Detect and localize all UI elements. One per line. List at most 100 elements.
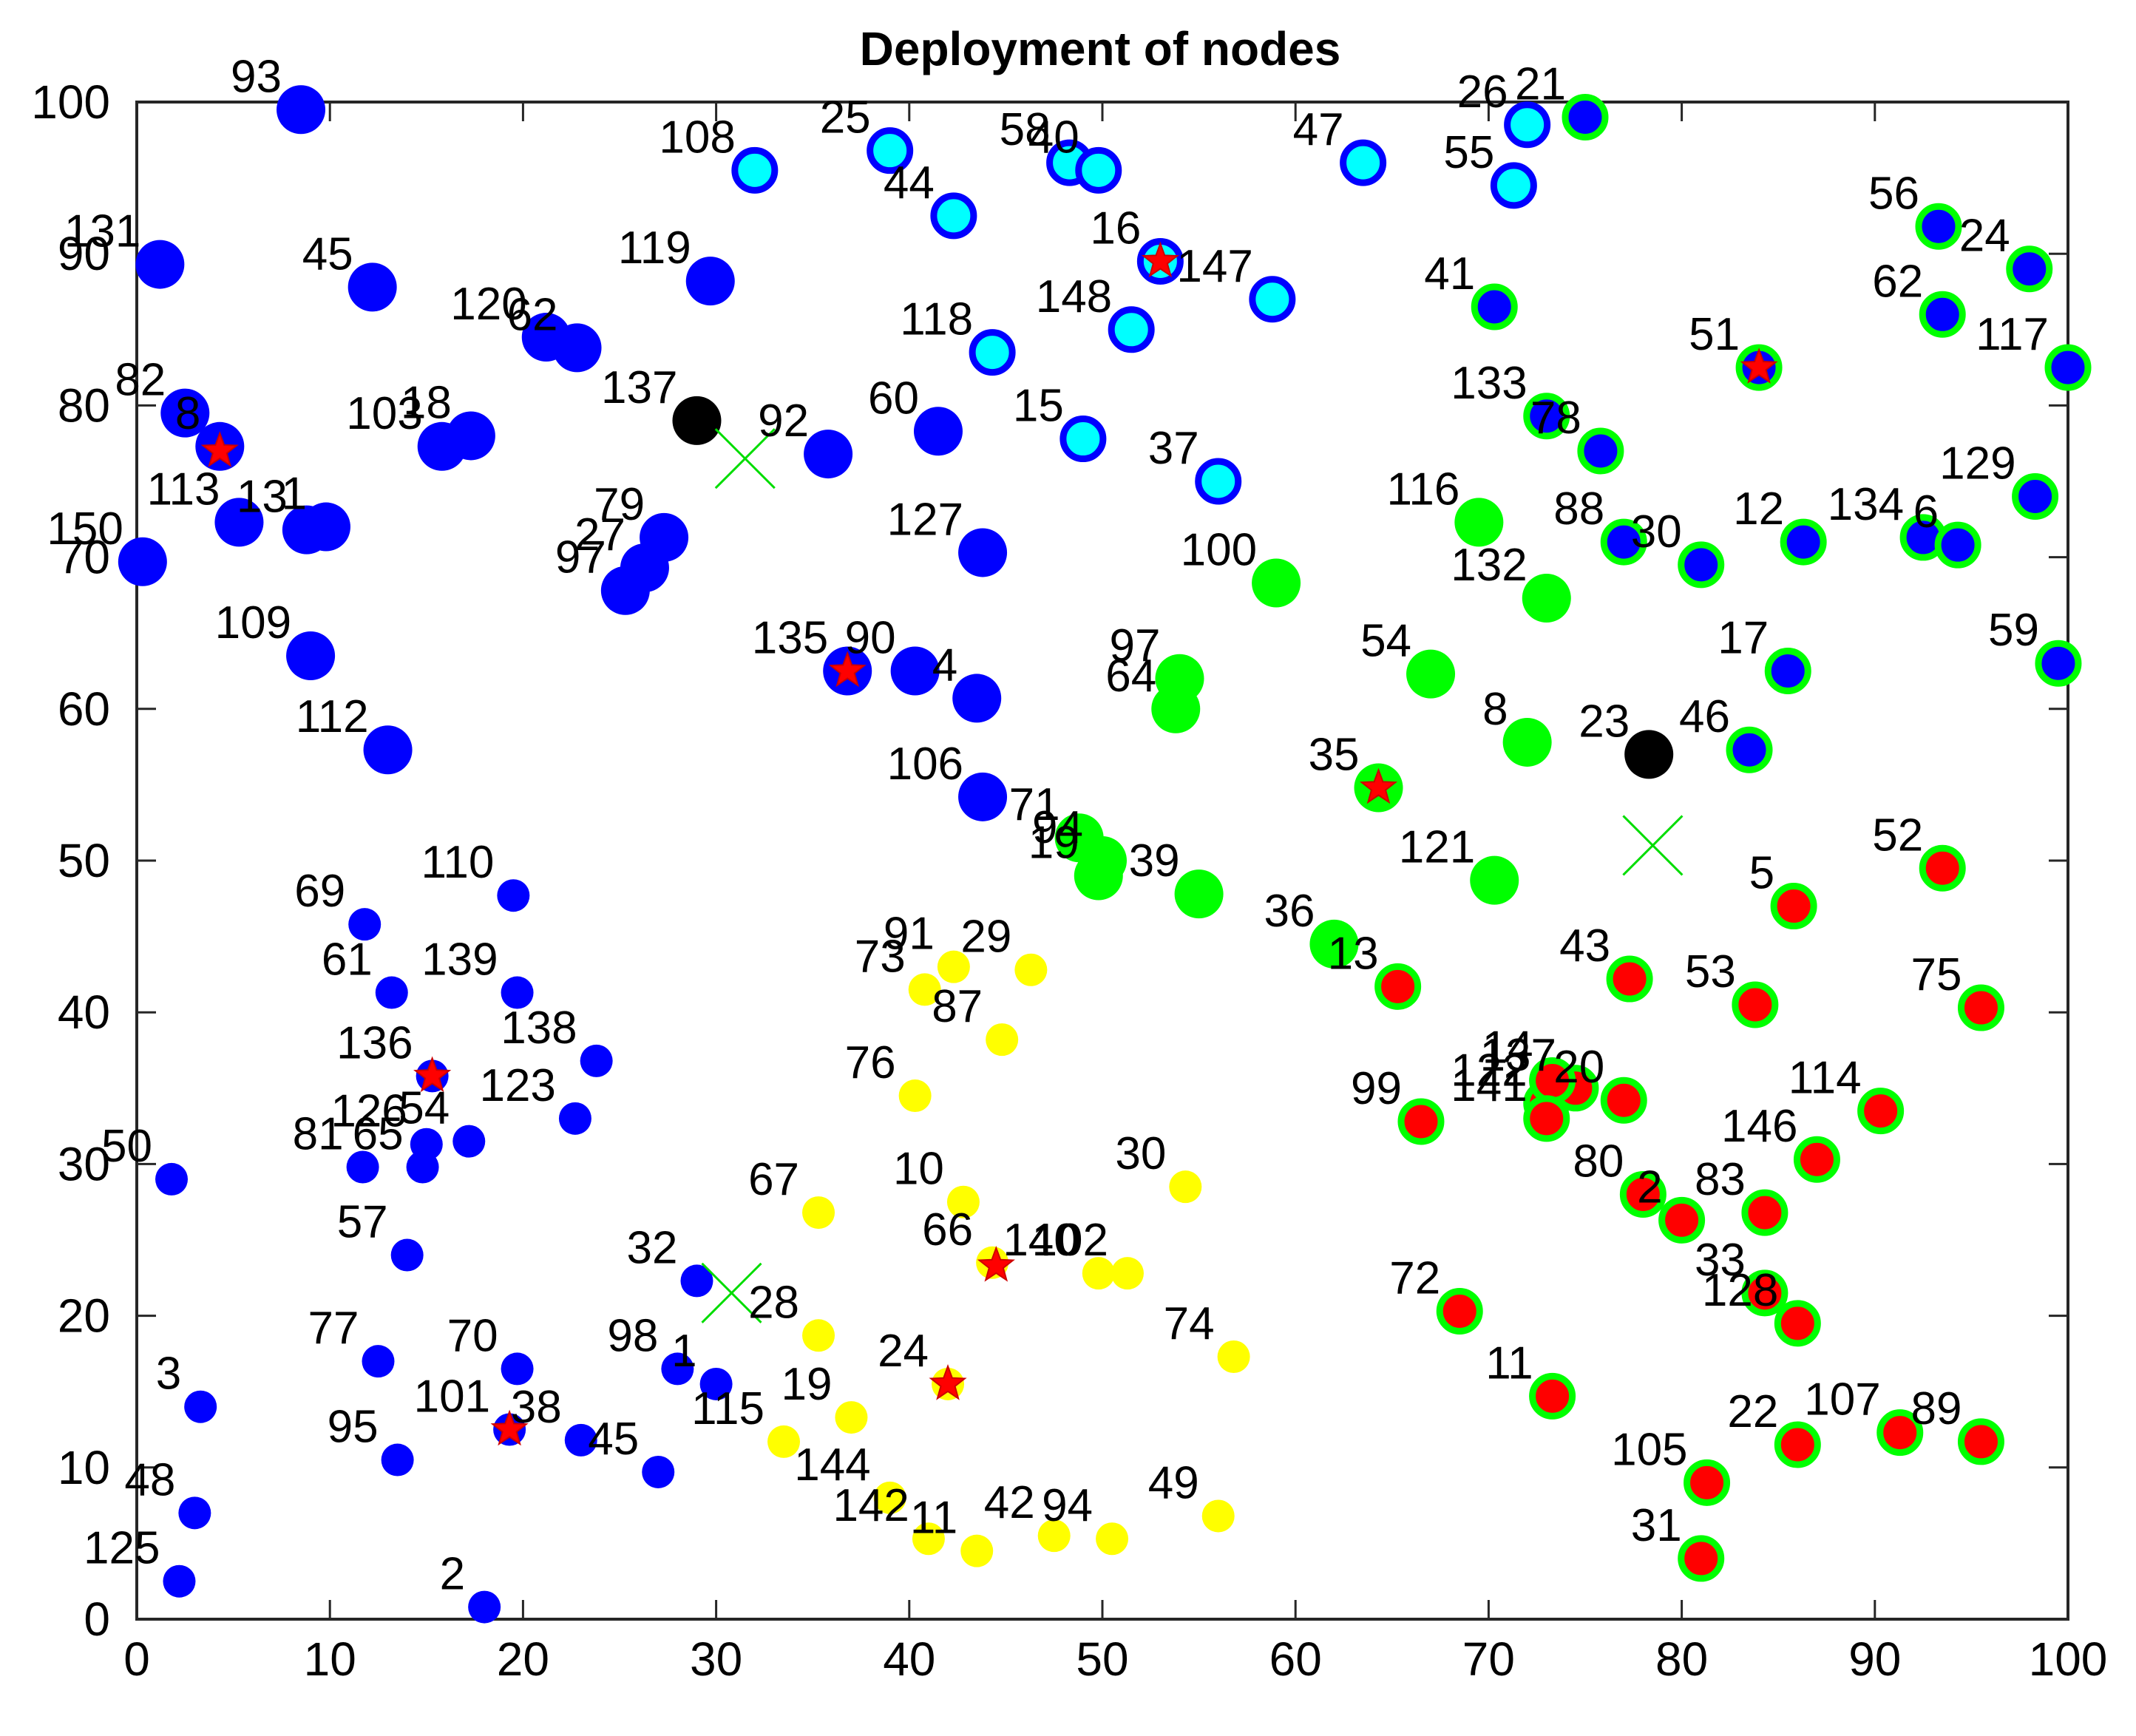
- node-id-label: 24: [1959, 211, 2010, 262]
- centroid-cross: [1622, 815, 1684, 876]
- cluster-cyan-point: [731, 146, 779, 194]
- node-id-label: 94: [1042, 1480, 1093, 1531]
- y-tick-label: 100: [31, 75, 110, 129]
- node-id-label: 6: [1913, 486, 1939, 538]
- cluster-blue-large-point: [958, 528, 1008, 577]
- node-id-label: 56: [1868, 168, 1919, 219]
- cluster-yellow-point: [873, 1481, 906, 1514]
- node-id-label: 128: [1702, 1265, 1778, 1316]
- cluster-blue-large-point: [804, 430, 853, 479]
- cluster-green-point: [1309, 919, 1359, 969]
- node-id-label: 139: [421, 935, 498, 986]
- cluster-blue-green-ring-point: [2035, 640, 2082, 687]
- node-id-label: 70: [447, 1310, 498, 1361]
- cluster-red-point: [1529, 1372, 1576, 1420]
- cluster-blue-green-ring-point: [1726, 726, 1773, 773]
- cluster-blue-green-ring-point: [1577, 427, 1624, 475]
- node-id-label: 24: [878, 1326, 929, 1377]
- node-id-label: 31: [1631, 1500, 1682, 1551]
- node-id-label: 97: [555, 532, 606, 583]
- node-id-label: 32: [627, 1222, 678, 1273]
- cluster-red-point: [1876, 1409, 1924, 1457]
- cluster-yellow-point: [835, 1401, 868, 1434]
- cluster-cyan-point: [867, 127, 914, 174]
- node-id-label: 74: [1164, 1298, 1215, 1349]
- node-id-label: 54: [1360, 616, 1411, 667]
- node-id-label: 91: [884, 909, 935, 960]
- cluster-blue-large-point: [363, 725, 413, 775]
- cluster-yellow-point: [1096, 1522, 1129, 1556]
- cluster-blue-large-point: [118, 537, 167, 586]
- node-id-label: 22: [1727, 1386, 1778, 1437]
- node-id-label: 97: [1110, 620, 1161, 671]
- node-id-label: 100: [1181, 524, 1257, 575]
- cluster-head-star: [413, 1056, 452, 1093]
- node-id-label: 125: [84, 1523, 160, 1574]
- node-id-label: 45: [302, 228, 353, 279]
- cluster-cyan-point: [1059, 416, 1107, 463]
- node-id-label: 20: [1553, 1042, 1604, 1093]
- node-id-label: 44: [884, 157, 935, 208]
- node-id-label: 113: [147, 464, 220, 515]
- cluster-yellow-point: [1014, 953, 1048, 986]
- cluster-blue-large-point: [600, 566, 650, 615]
- node-id-label: 98: [607, 1310, 658, 1361]
- cluster-green-point: [1078, 836, 1127, 885]
- black-nodes-point: [1624, 730, 1674, 779]
- cluster-green-point: [1454, 498, 1504, 547]
- cluster-red-point: [1436, 1287, 1483, 1335]
- node-id-label: 79: [594, 479, 645, 530]
- cluster-red-point: [1397, 1098, 1445, 1145]
- node-id-label: 46: [1679, 691, 1730, 742]
- cluster-red-point: [1770, 883, 1817, 930]
- node-id-label: 107: [1804, 1374, 1880, 1425]
- node-id-label: 72: [1389, 1252, 1440, 1303]
- cluster-blue-large-point: [952, 674, 1002, 723]
- y-tick-label: 10: [58, 1441, 110, 1494]
- node-id-label: 73: [855, 931, 906, 982]
- cluster-red-point: [1600, 1076, 1647, 1124]
- cluster-cyan-point: [1504, 101, 1551, 149]
- node-id-label: 30: [1115, 1128, 1166, 1179]
- node-id-label: 35: [1309, 730, 1360, 781]
- cluster-red-point: [1741, 1269, 1789, 1317]
- cluster-red-point: [1732, 981, 1779, 1028]
- node-id-label: 62: [507, 289, 558, 340]
- cluster-yellow-point: [802, 1319, 835, 1352]
- cluster-cyan-point: [1195, 458, 1242, 505]
- node-id-label: 42: [984, 1477, 1035, 1528]
- node-id-label: 12: [1733, 484, 1784, 535]
- node-id-label: 14: [1482, 1023, 1533, 1074]
- node-id-label: 1: [671, 1326, 696, 1377]
- cluster-blue-small-point: [406, 1150, 439, 1184]
- cluster-red-point: [1684, 1459, 1731, 1506]
- node-id-label: 16: [1090, 203, 1141, 254]
- cluster-blue-green-ring-point: [1471, 283, 1518, 330]
- node-id-label: 49: [1148, 1457, 1199, 1508]
- cluster-blue-green-ring-point: [1934, 521, 1981, 569]
- cluster-cyan-point: [1340, 139, 1387, 186]
- cluster-red-point: [1957, 984, 2004, 1031]
- cluster-blue-large-point: [301, 502, 350, 552]
- node-id-label: 142: [833, 1480, 909, 1531]
- node-id-label: 134: [1828, 479, 1904, 530]
- node-id-label: 109: [215, 597, 291, 648]
- cluster-yellow-point: [908, 973, 941, 1006]
- node-id-label: 87: [932, 981, 983, 1032]
- y-tick-label: 50: [58, 834, 110, 887]
- node-id-label: 122: [1451, 1045, 1527, 1096]
- node-id-label: 120: [450, 279, 526, 330]
- cluster-blue-large-point: [277, 85, 326, 135]
- node-id-label: 52: [1872, 810, 1923, 861]
- cluster-green-point: [1151, 684, 1201, 733]
- node-id-label: 19: [1028, 818, 1079, 869]
- cluster-cyan-point: [969, 329, 1016, 376]
- cluster-blue-large-point: [286, 631, 336, 680]
- cluster-blue-green-ring-point: [1562, 94, 1609, 141]
- cluster-blue-large-point: [135, 240, 185, 289]
- node-id-label: 117: [1976, 309, 2049, 360]
- node-id-label: 95: [328, 1402, 379, 1453]
- node-id-label: 59: [1988, 605, 2039, 656]
- node-id-label: 66: [922, 1204, 973, 1255]
- cluster-red-point: [1619, 1170, 1667, 1218]
